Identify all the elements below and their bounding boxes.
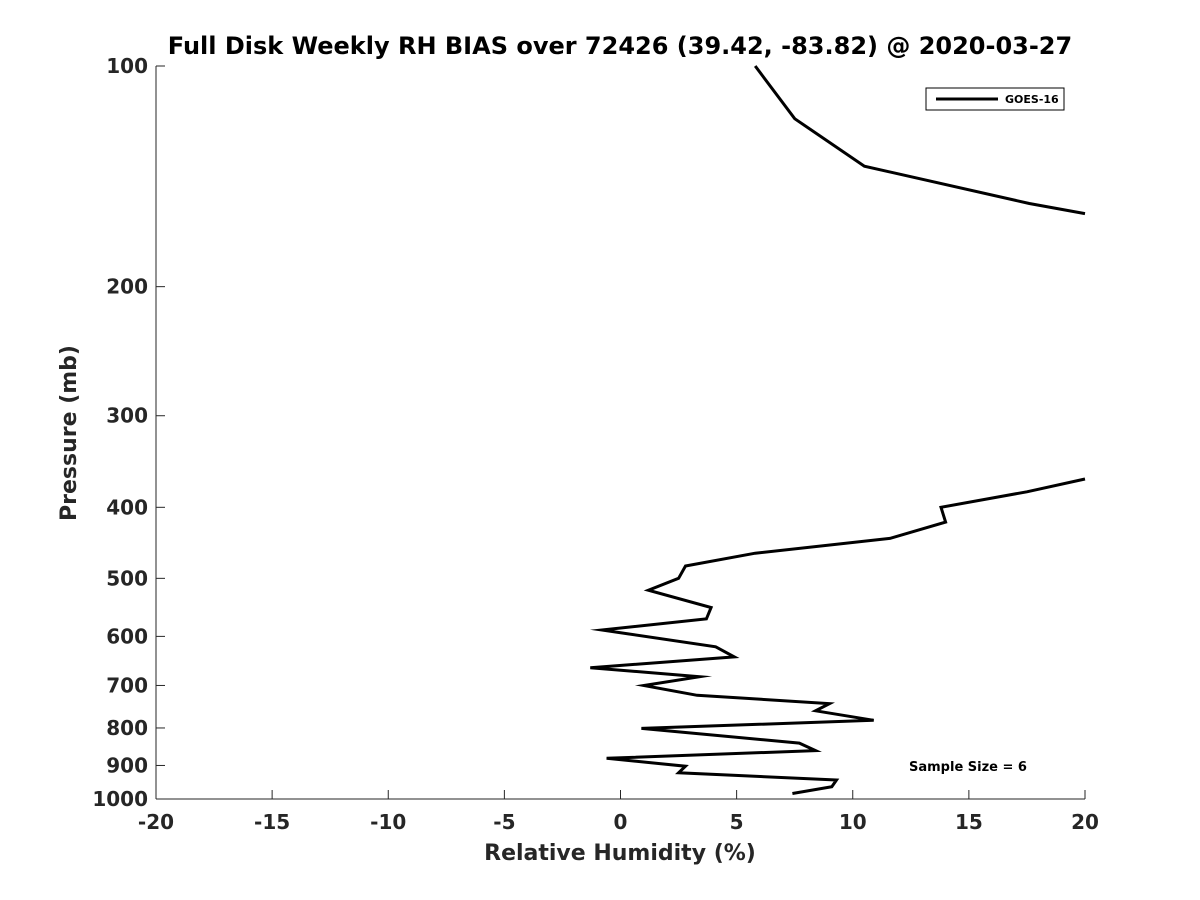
y-tick-label: 500 [106,566,148,590]
x-tick-label: -20 [138,810,174,834]
y-tick-label: 700 [106,673,148,697]
x-tick-label: 5 [730,810,744,834]
x-tick-label: 15 [955,810,983,834]
sample-size-annotation: Sample Size = 6 [909,760,1027,775]
x-tick-label: -10 [370,810,406,834]
series-line-goes-16 [753,65,1086,216]
plot-axes [155,66,1085,800]
y-tick-label: 900 [106,753,148,777]
y-tick-label: 800 [106,716,148,740]
chart-title: Full Disk Weekly RH BIAS over 72426 (39.… [168,32,1072,60]
y-axis-ticks: 100 200 300 400 500 600 700 800 900 1000 [92,54,165,811]
legend: GOES-16 [925,87,1065,111]
legend-label-goes-16: GOES-16 [1005,93,1059,106]
x-tick-label: 10 [839,810,867,834]
y-axis-label: Pressure (mb) [57,345,82,521]
series-layer [589,65,1086,795]
y-tick-label: 100 [106,54,148,78]
x-tick-label: -15 [254,810,290,834]
x-tick-label: -5 [493,810,515,834]
y-tick-label: 600 [106,624,148,648]
y-tick-label: 200 [106,275,148,299]
x-axis-label: Relative Humidity (%) [484,841,756,866]
y-tick-label: 1000 [92,787,148,811]
series-line-goes-16 [589,477,1086,795]
x-tick-label: 0 [614,810,628,834]
y-tick-label: 300 [106,404,148,428]
x-tick-label: 20 [1071,810,1099,834]
x-axis-ticks: -20 -15 -10 -5 0 5 10 15 20 [138,790,1099,834]
y-tick-label: 400 [106,495,148,519]
